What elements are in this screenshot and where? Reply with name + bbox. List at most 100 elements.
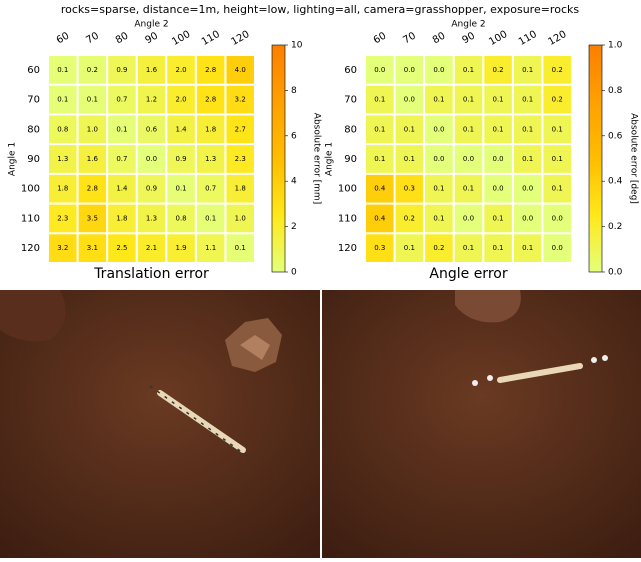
- cell-label: 1.8: [116, 214, 127, 222]
- cell-label: 0.1: [374, 125, 385, 133]
- cell-label: 0.1: [463, 96, 474, 104]
- cell-label: 0.2: [493, 66, 504, 74]
- cell-label: 4.0: [235, 66, 246, 74]
- cell-label: 0.1: [433, 214, 444, 222]
- cell-label: 0.1: [463, 244, 474, 252]
- cell-label: 1.4: [176, 125, 188, 133]
- cell-label: 1.2: [146, 96, 157, 104]
- cell-label: 3.5: [87, 214, 98, 222]
- cell-label: 0.4: [374, 214, 386, 222]
- colorbar: [272, 45, 285, 272]
- x-tick-label: 60: [55, 30, 72, 46]
- y-tick-label: 100: [338, 184, 357, 195]
- cell-label: 0.3: [374, 244, 385, 252]
- cell-label: 0.1: [522, 66, 533, 74]
- y-tick-label: 80: [27, 124, 40, 135]
- cell-label: 1.6: [87, 155, 99, 163]
- cell-label: 0.1: [463, 185, 474, 193]
- x-tick-label: 80: [431, 30, 448, 46]
- cell-label: 0.0: [433, 66, 444, 74]
- colorbar-label: Absolute error [deg]: [629, 113, 639, 204]
- cell-label: 0.9: [176, 155, 187, 163]
- cell-label: 0.0: [493, 155, 504, 163]
- cell-label: 3.2: [235, 96, 246, 104]
- cell-label: 0.1: [87, 96, 98, 104]
- cell-label: 0.8: [57, 125, 68, 133]
- cell-label: 1.0: [235, 214, 246, 222]
- y-axis-label: Angle 1: [325, 142, 335, 176]
- x-tick-label: 70: [84, 30, 101, 46]
- cell-label: 0.1: [522, 244, 533, 252]
- colorbar-tick-label: 0.6: [608, 131, 623, 141]
- cell-label: 0.1: [552, 125, 563, 133]
- cell-label: 0.0: [552, 214, 563, 222]
- x-tick-label: 120: [229, 29, 251, 48]
- y-tick-label: 90: [344, 154, 357, 165]
- cell-label: 1.8: [57, 185, 68, 193]
- cell-label: 2.3: [57, 214, 68, 222]
- cell-label: 0.0: [522, 185, 533, 193]
- cell-label: 3.1: [87, 244, 98, 252]
- figure-title: rocks=sparse, distance=1m, height=low, l…: [61, 3, 579, 16]
- cell-label: 0.7: [116, 155, 127, 163]
- chart-title: Translation error: [93, 266, 209, 282]
- x-tick-label: 100: [487, 29, 509, 48]
- cell-label: 0.1: [235, 244, 246, 252]
- colorbar-label: Absolute error [mm]: [312, 113, 322, 204]
- x-axis-label: Angle 2: [451, 20, 485, 30]
- cell-label: 2.1: [146, 244, 157, 252]
- cell-label: 0.1: [463, 125, 474, 133]
- y-tick-label: 70: [344, 95, 357, 106]
- cell-label: 0.0: [374, 66, 385, 74]
- cell-label: 0.1: [57, 96, 68, 104]
- cell-label: 0.0: [463, 155, 474, 163]
- cell-label: 0.1: [57, 66, 68, 74]
- x-tick-label: 60: [372, 30, 389, 46]
- cell-label: 1.3: [205, 155, 216, 163]
- cell-label: 0.8: [176, 214, 187, 222]
- cell-label: 0.1: [433, 96, 444, 104]
- cell-label: 0.6: [146, 125, 158, 133]
- cell-label: 0.1: [493, 125, 504, 133]
- cell-label: 0.2: [433, 244, 444, 252]
- colorbar: [589, 45, 602, 272]
- cell-label: 0.1: [374, 96, 385, 104]
- y-tick-label: 90: [27, 154, 40, 165]
- cell-label: 0.7: [205, 185, 216, 193]
- chart-title: Angle error: [429, 266, 507, 282]
- cell-label: 2.8: [87, 185, 98, 193]
- cell-label: 2.8: [205, 66, 216, 74]
- y-tick-label: 110: [338, 213, 357, 224]
- cell-label: 0.1: [493, 214, 504, 222]
- cell-label: 0.0: [493, 185, 504, 193]
- cell-label: 0.0: [522, 214, 533, 222]
- colorbar-tick-label: 4: [291, 177, 297, 187]
- x-tick-label: 100: [170, 29, 192, 48]
- colorbar-tick-label: 0.2: [608, 222, 622, 232]
- cell-label: 0.1: [404, 244, 415, 252]
- cell-label: 0.1: [493, 96, 504, 104]
- cell-label: 2.0: [176, 66, 187, 74]
- photo: [0, 290, 641, 558]
- cell-label: 0.0: [552, 244, 563, 252]
- colorbar-tick-label: 0.8: [608, 86, 623, 96]
- colorbar-tick-label: 8: [291, 86, 297, 96]
- y-tick-label: 100: [21, 184, 40, 195]
- cell-label: 0.2: [404, 214, 415, 222]
- cell-label: 1.9: [176, 244, 187, 252]
- cell-label: 0.0: [433, 125, 444, 133]
- cell-label: 1.1: [205, 244, 216, 252]
- cell-label: 0.9: [146, 185, 157, 193]
- x-tick-label: 90: [143, 30, 160, 46]
- y-tick-label: 120: [338, 243, 357, 254]
- cell-label: 0.1: [493, 244, 504, 252]
- colorbar-tick-label: 0.4: [608, 177, 623, 187]
- cell-label: 2.7: [235, 125, 246, 133]
- cell-label: 2.0: [176, 96, 187, 104]
- x-tick-label: 120: [546, 29, 568, 48]
- cell-label: 0.1: [176, 185, 187, 193]
- cell-label: 1.8: [235, 185, 246, 193]
- cell-label: 3.2: [57, 244, 68, 252]
- cell-label: 0.1: [522, 96, 533, 104]
- colorbar-tick-label: 0: [291, 268, 297, 278]
